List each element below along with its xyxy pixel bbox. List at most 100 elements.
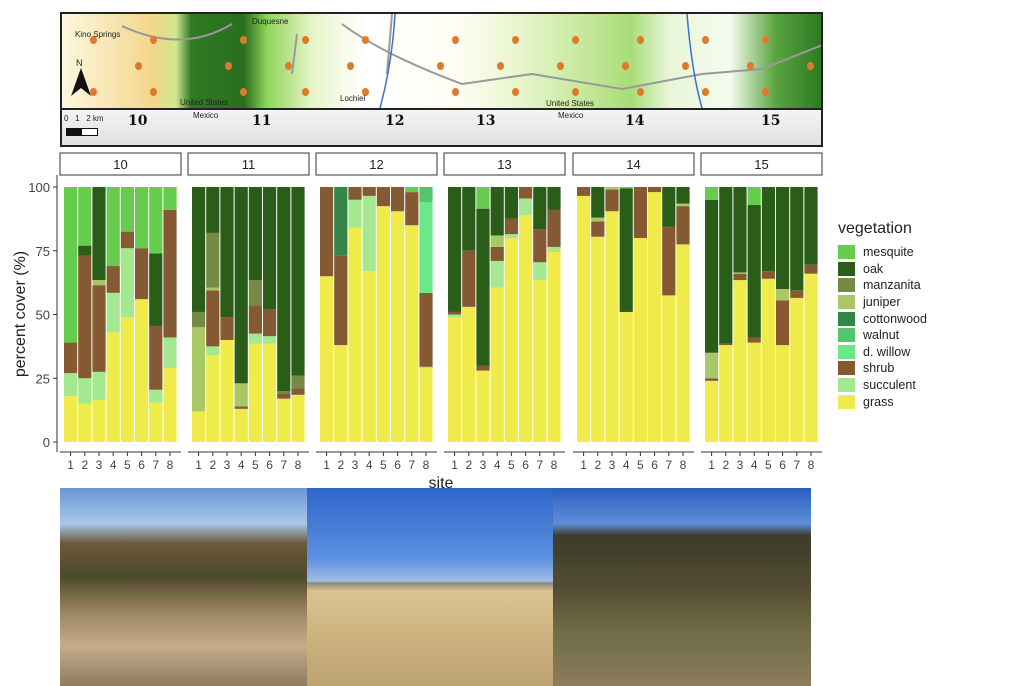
bar-segment-grass — [490, 287, 504, 442]
bar-segment-shrub — [761, 271, 775, 279]
bar-site-10-5 — [120, 187, 134, 442]
x-tick-label: 6 — [266, 458, 273, 472]
bar-segment-shrub — [135, 248, 149, 300]
site-marker — [135, 62, 142, 70]
legend: vegetation mesquite oak manzanita juniper co… — [838, 220, 927, 410]
x-tick-label: 2 — [465, 458, 472, 472]
bar-segment-oak — [790, 187, 804, 291]
bar-site-14-8 — [676, 187, 690, 442]
x-tick-label: 8 — [167, 458, 174, 472]
bar-segment-shrub — [234, 406, 248, 409]
bar-site-15-8 — [804, 187, 818, 442]
x-tick-label: 7 — [793, 458, 800, 472]
bar-site-12-3 — [348, 187, 362, 442]
legend-swatch — [838, 311, 855, 326]
bar-segment-grass — [591, 236, 605, 442]
bar-segment-oak — [533, 187, 547, 230]
bar-segment-oak — [462, 187, 476, 251]
bar-segment-succulent — [490, 260, 504, 288]
bar-site-10-1 — [64, 187, 78, 442]
site-marker — [240, 36, 247, 44]
x-tick-label: 5 — [637, 458, 644, 472]
bar-segment-grass — [776, 345, 790, 442]
bar-segment-grass — [533, 280, 547, 442]
site-marker — [557, 62, 564, 70]
x-tick-label: 5 — [765, 458, 772, 472]
x-tick-label: 5 — [380, 458, 387, 472]
bar-segment-grass — [662, 295, 676, 442]
x-tick-label: 2 — [337, 458, 344, 472]
bar-site-14-4 — [619, 187, 633, 442]
bar-segment-shrub — [149, 325, 163, 390]
bar-segment-grass — [733, 280, 747, 442]
x-tick-label: 6 — [651, 458, 658, 472]
x-tick-label: 4 — [751, 458, 758, 472]
bar-segment-juniper — [591, 217, 605, 222]
x-tick-label: 1 — [67, 458, 74, 472]
bar-site-11-7 — [277, 187, 291, 442]
x-tick-label: 6 — [779, 458, 786, 472]
bar-site-10-8 — [163, 187, 177, 442]
bar-segment-mesquite — [106, 187, 120, 267]
bar-site-15-5 — [761, 187, 775, 442]
bar-segment-shrub — [291, 388, 305, 395]
facet-strip-10 — [59, 152, 182, 176]
x-tick-label: 3 — [737, 458, 744, 472]
bar-segment-mesquite — [120, 187, 134, 232]
bar-segment-oak — [448, 187, 462, 312]
bar-segment-succulent — [419, 366, 433, 369]
legend-label: grass — [863, 394, 894, 409]
bar-segment-mesquite — [78, 187, 92, 246]
photo-shrubland — [553, 488, 811, 686]
legend-item-grass: grass — [838, 393, 927, 410]
bar-site-13-6 — [519, 187, 533, 442]
bar-site-10-4 — [106, 187, 120, 442]
bar-segment-shrub — [334, 255, 348, 346]
photo-oak-hillside — [60, 488, 307, 686]
bar-segment-mesquite — [705, 187, 719, 200]
site-marker — [225, 62, 232, 70]
bar-segment-oak — [719, 187, 733, 344]
x-tick-label: 5 — [124, 458, 131, 472]
bar-segment-shrub — [776, 300, 790, 346]
legend-swatch — [838, 278, 855, 293]
site-marker — [637, 36, 644, 44]
region-label-12: 12 — [385, 113, 405, 129]
bar-segment-grass — [376, 206, 390, 442]
x-tick-label: 7 — [665, 458, 672, 472]
bar-segment-grass — [206, 355, 220, 442]
facet-label: 12 — [369, 157, 383, 172]
bar-segment-succulent — [519, 198, 533, 216]
bar-segment-grass — [705, 380, 719, 442]
bar-segment-grass — [676, 244, 690, 442]
site-marker — [512, 36, 519, 44]
bar-segment-grass — [633, 238, 647, 442]
bar-segment-succulent — [120, 248, 134, 318]
bar-segment-oak — [747, 204, 761, 338]
region-label-13: 13 — [476, 113, 496, 129]
x-tick-label: 2 — [594, 458, 601, 472]
x-tick-label: 6 — [522, 458, 529, 472]
site-marker — [572, 36, 579, 44]
bar-site-14-2 — [591, 187, 605, 442]
facet-label: 11 — [242, 157, 256, 172]
bar-segment-d-willow — [419, 202, 433, 293]
bar-segment-shrub — [263, 309, 277, 337]
bar-segment-shrub — [206, 290, 220, 347]
bar-segment-manzanita — [277, 391, 291, 394]
x-tick-label: 6 — [394, 458, 401, 472]
bar-site-13-2 — [462, 187, 476, 442]
bar-segment-oak — [263, 187, 277, 310]
bar-segment-grass — [719, 345, 733, 442]
site-marker — [240, 88, 247, 96]
bar-segment-grass — [391, 211, 405, 442]
bar-segment-oak — [547, 187, 561, 210]
bar-site-12-8 — [419, 187, 433, 442]
bar-segment-grass — [78, 403, 92, 442]
bar-site-11-6 — [263, 187, 277, 442]
legend-swatch — [838, 328, 855, 343]
x-tick-label: 6 — [138, 458, 145, 472]
y-tick-label: 25 — [36, 371, 50, 386]
bar-site-13-1 — [448, 187, 462, 442]
